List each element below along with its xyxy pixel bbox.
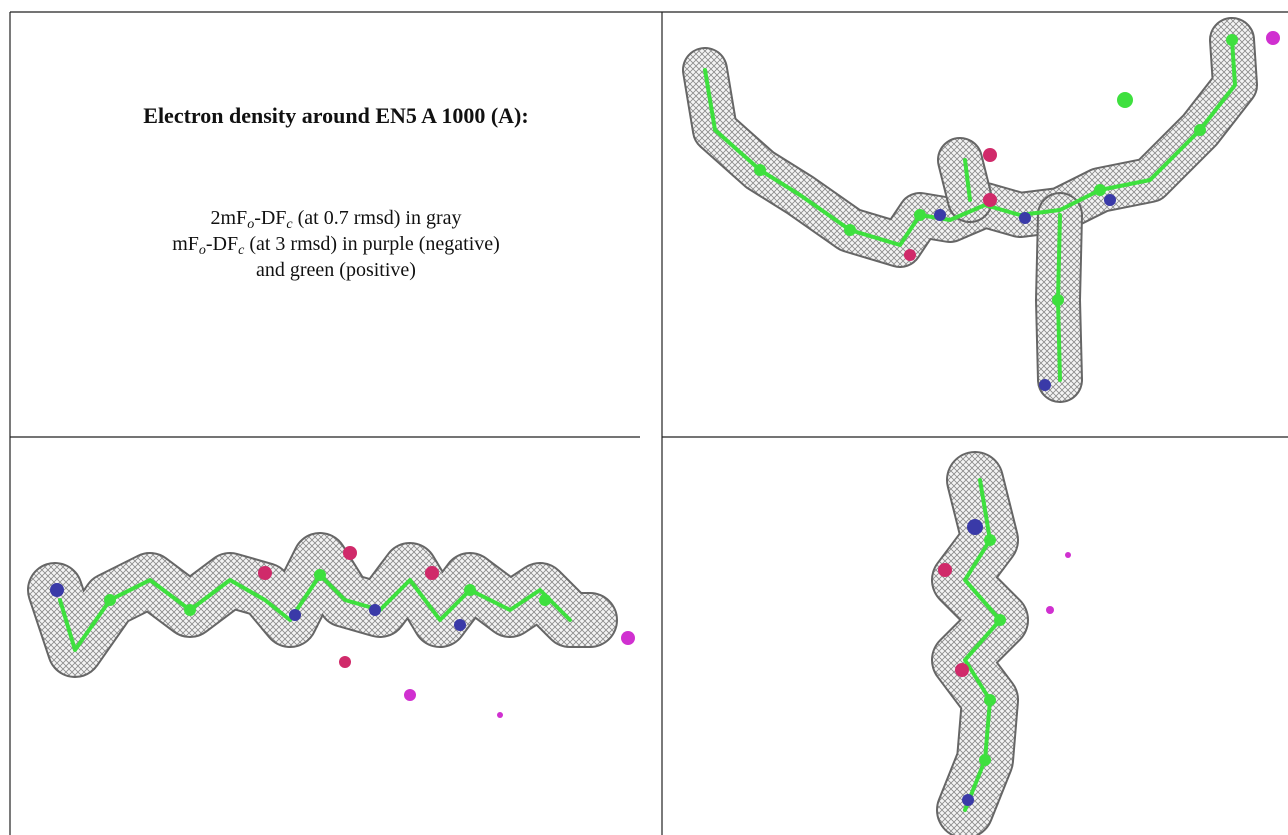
text: (at 3 rmsd) in purple (negative) bbox=[244, 233, 499, 255]
legend-line: 2mFo-DFc (at 0.7 rmsd) in gray bbox=[11, 205, 661, 231]
density-image-top-right bbox=[705, 31, 1280, 391]
text: 2mF bbox=[211, 207, 248, 229]
density-image-bottom-right bbox=[938, 480, 1071, 810]
caption-cell: Electron density around EN5 A 1000 (A): … bbox=[11, 13, 661, 436]
text: mF bbox=[172, 233, 199, 255]
legend-line: and green (positive) bbox=[11, 257, 661, 283]
title: Electron density around EN5 A 1000 (A): bbox=[11, 103, 661, 129]
page: Electron density around EN5 A 1000 (A): … bbox=[0, 0, 1288, 835]
density-image-bottom-left bbox=[50, 546, 635, 718]
text: and green (positive) bbox=[256, 259, 416, 281]
text: -DF bbox=[206, 233, 238, 255]
text: (at 0.7 rmsd) in gray bbox=[293, 207, 462, 229]
subscript: o bbox=[199, 243, 206, 258]
text: -DF bbox=[254, 207, 286, 229]
legend: 2mFo-DFc (at 0.7 rmsd) in gray mFo-DFc (… bbox=[11, 205, 661, 283]
legend-line: mFo-DFc (at 3 rmsd) in purple (negative) bbox=[11, 231, 661, 257]
